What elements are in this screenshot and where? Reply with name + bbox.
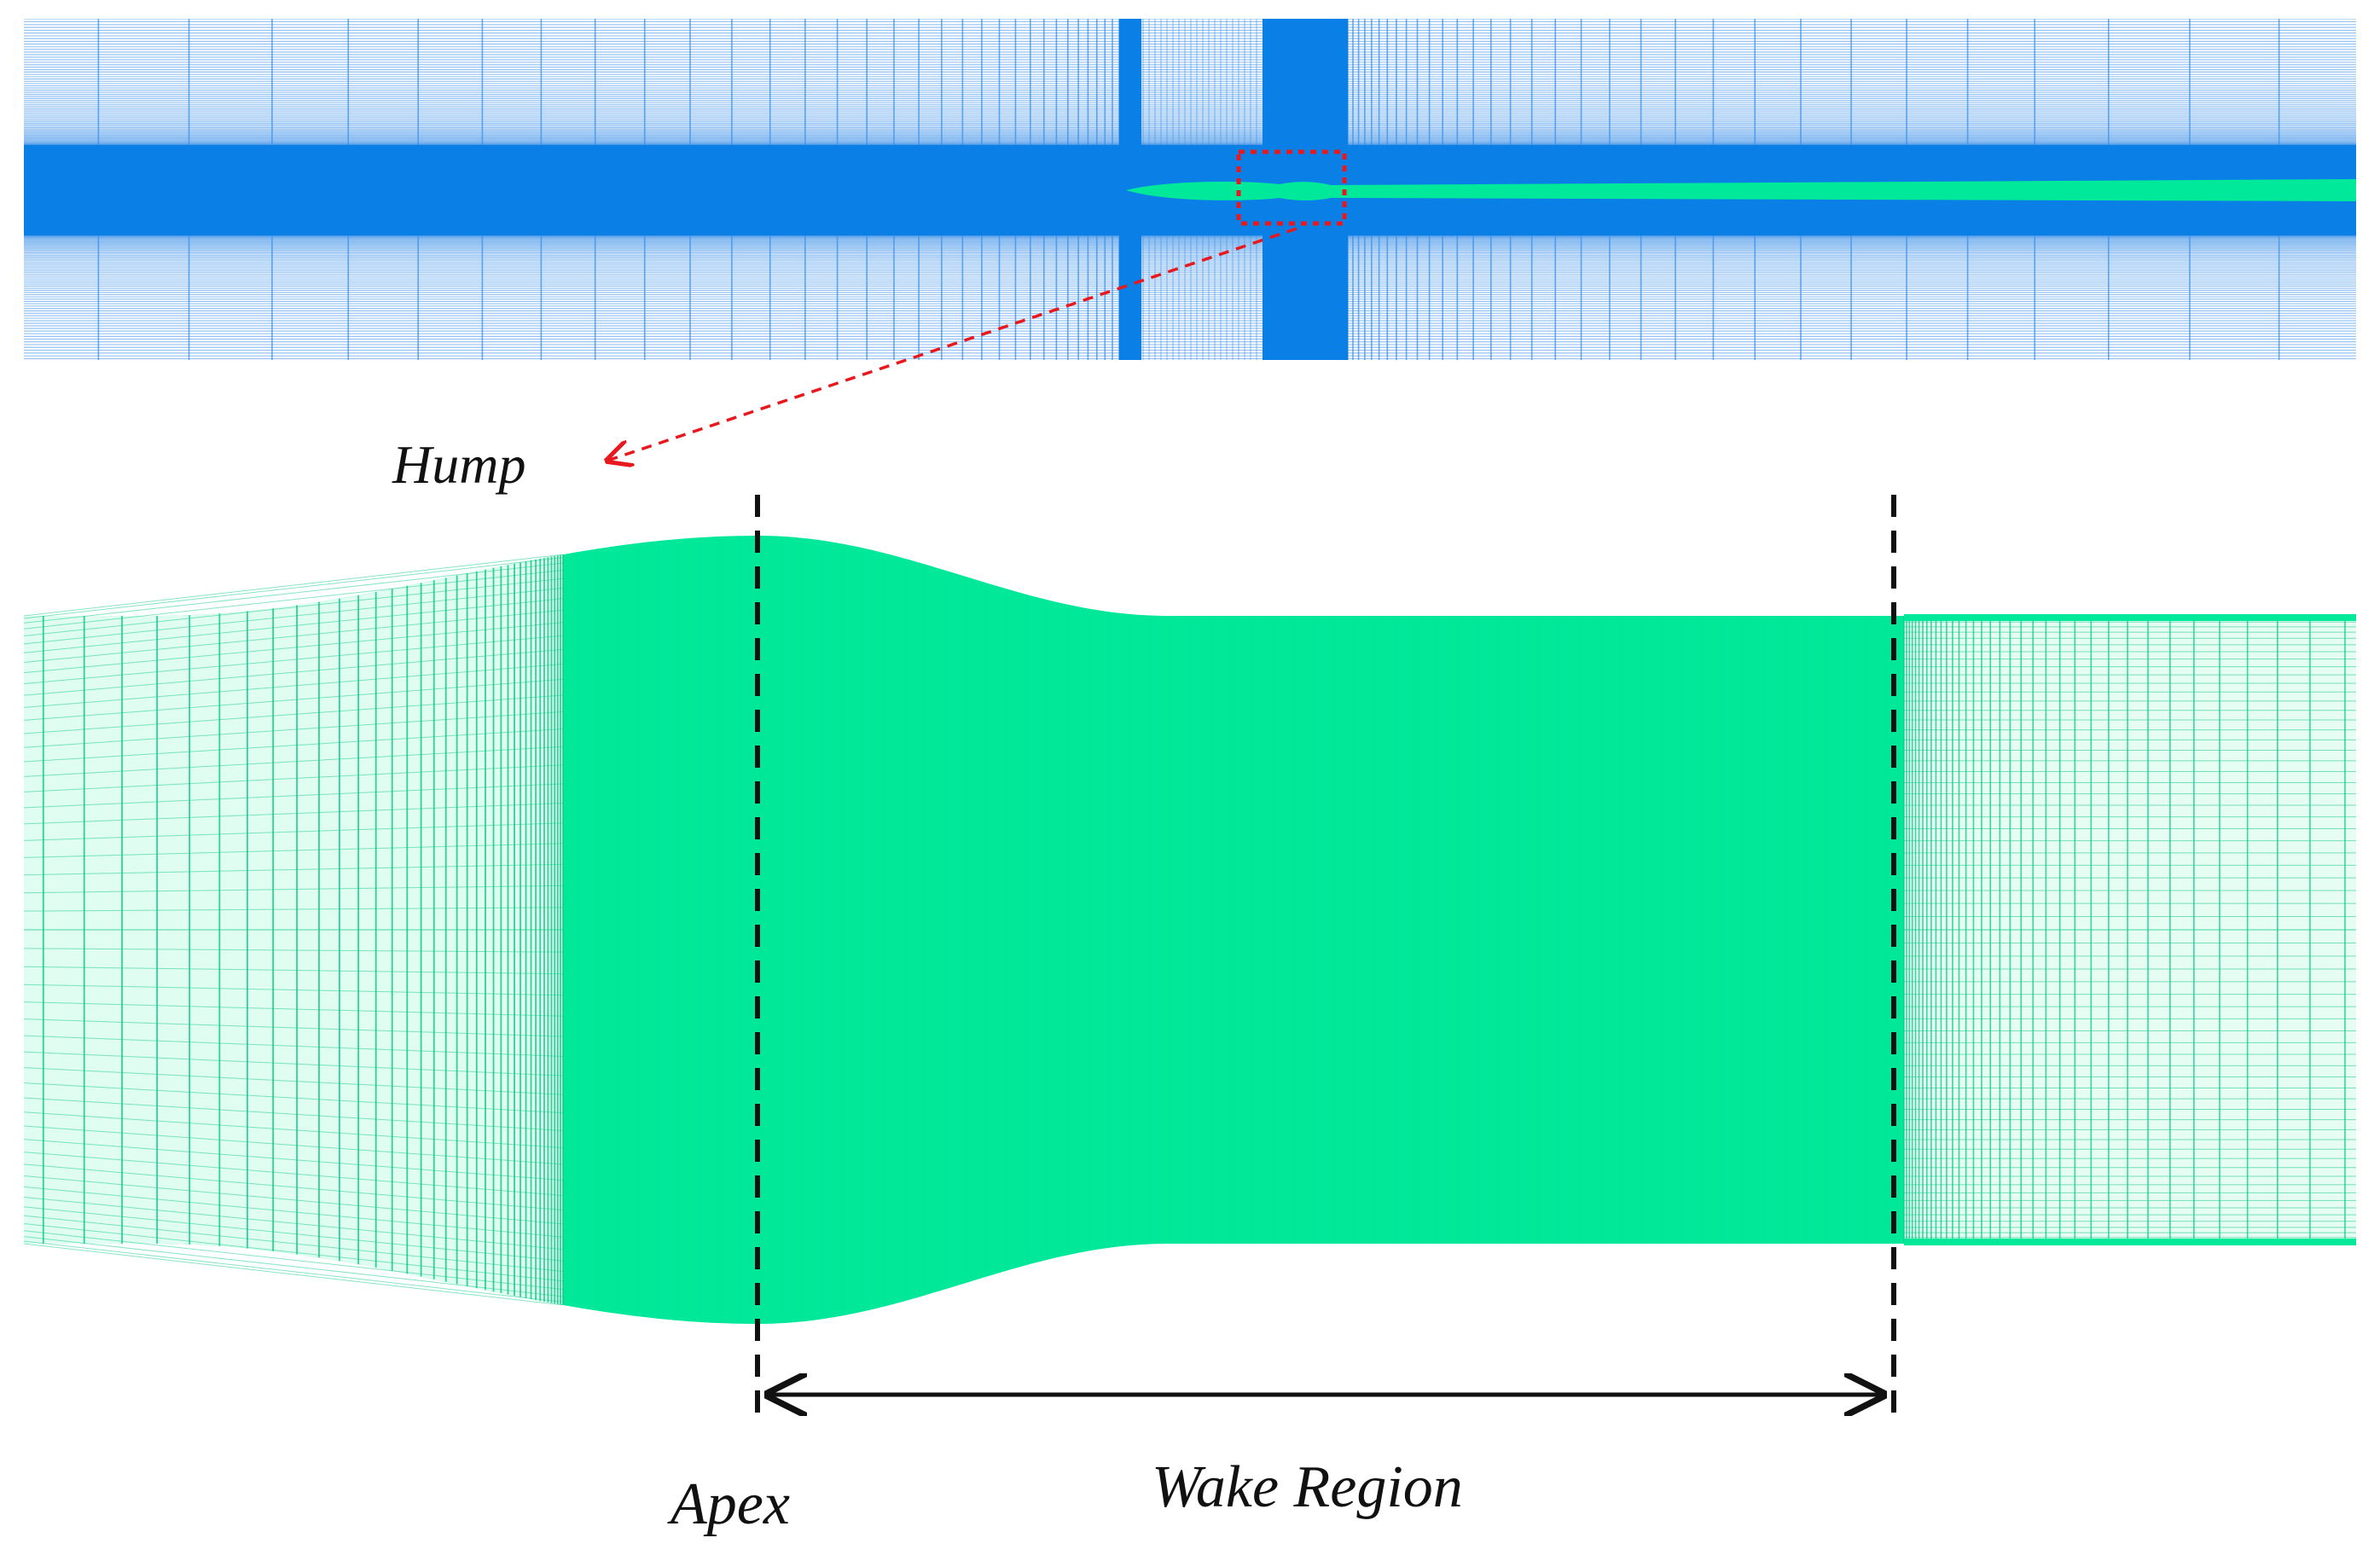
overview-mesh (24, 19, 2356, 360)
upstream-grid-line (23, 1236, 564, 1297)
upstream-grid-line (23, 1035, 564, 1057)
overview-mid-band-grid (1142, 19, 1257, 360)
upstream-grid-line (23, 557, 564, 619)
overview-body-wake (1126, 179, 2356, 201)
upstream-grid-line (23, 1067, 564, 1095)
upstream-grid-line (23, 554, 564, 617)
upstream-grid-line (23, 1018, 564, 1037)
upstream-grid-line (23, 1222, 564, 1282)
upstream-grid-line (23, 587, 564, 645)
upstream-grid-line (23, 1125, 564, 1165)
upstream-grid-line (23, 1163, 564, 1211)
upstream-grid-line (23, 562, 564, 624)
upstream-grid-line (23, 885, 564, 894)
hump-label: Hump (392, 434, 525, 495)
upstream-grid-line (23, 822, 564, 841)
upstream-grid-line (23, 803, 564, 825)
upstream-grid-line (23, 783, 564, 809)
upstream-grid-line (23, 1111, 564, 1149)
upstream-grid-line (23, 1230, 564, 1291)
upstream-grid-line (23, 1175, 564, 1225)
upstream-grid-line (23, 746, 564, 777)
upstream-grid-line (23, 1139, 564, 1181)
upstream-grid-line (23, 948, 564, 953)
upstream-grid-line (23, 1215, 564, 1273)
upstream-grid-line (23, 764, 564, 792)
upstream-grid-line (23, 728, 564, 763)
upstream-grid-line (23, 678, 564, 721)
upstream-grid-line (23, 843, 564, 858)
upstream-grid-line (23, 711, 564, 748)
upstream-grid-line (23, 984, 564, 996)
upstream-grid-line (23, 1206, 564, 1262)
wake-region-label: Wake Region (1152, 1454, 1463, 1520)
upstream-grid-line (23, 1152, 564, 1197)
upstream-grid-line (23, 648, 564, 696)
zoom-callout-box (1236, 149, 1347, 226)
zoom-callout-arrow (607, 227, 1297, 461)
upstream-grid-line (23, 663, 564, 708)
upstream-grid-line (23, 569, 564, 630)
hump-body-fill (24, 536, 2356, 1324)
upstream-grid-line (23, 609, 564, 664)
upstream-grid-line (23, 622, 564, 674)
upstream-grid-line (23, 1051, 564, 1076)
upstream-grid-line (23, 863, 564, 876)
upstream-grid-line (23, 1082, 564, 1114)
upstream-grid-line (23, 1001, 564, 1017)
hump-dense-grid (566, 536, 1898, 1324)
upstream-grid-line (23, 907, 564, 912)
upstream-grid-line (23, 1097, 564, 1131)
upstream-grid-line (23, 966, 564, 975)
upstream-grid-line (23, 635, 564, 684)
upstream-grid-line (23, 1196, 564, 1251)
zoomed-hump-mesh (23, 536, 2356, 1324)
upstream-grid-line (23, 598, 564, 653)
upstream-grid-line (23, 1186, 564, 1238)
upstream-grid-line (23, 1240, 564, 1303)
upstream-grid-line (23, 694, 564, 734)
apex-label: Apex (667, 1471, 790, 1537)
hump-upstream-grid (23, 554, 564, 1306)
upstream-grid-line (23, 577, 564, 637)
upstream-grid-line (23, 1243, 564, 1306)
wake-downstream-grid (1903, 614, 2356, 1245)
